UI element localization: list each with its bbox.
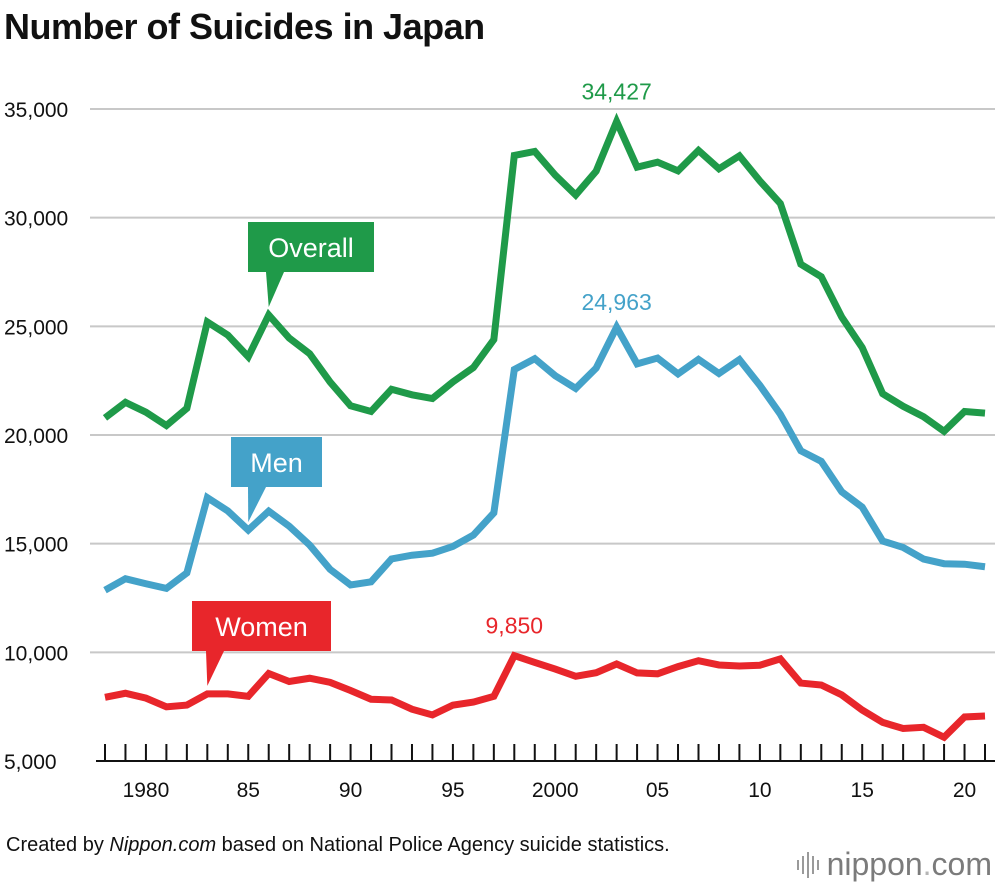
callout-label: Overall: [268, 233, 354, 263]
callout-label: Women: [215, 612, 308, 642]
callout-box: [248, 222, 374, 272]
y-tick-label: 20,000: [4, 425, 68, 448]
x-tick-label: 85: [237, 779, 260, 802]
x-tick-label: 90: [339, 779, 362, 802]
callout-pointer: [266, 272, 284, 307]
callout-pointer: [248, 487, 266, 523]
x-tick-label: 10: [748, 779, 771, 802]
series-line-men: [103, 319, 986, 594]
logo-dot: .: [922, 846, 932, 882]
x-tick-label: 05: [646, 779, 669, 802]
source-suffix: based on National Police Agency suicide …: [216, 834, 670, 856]
source-prefix: Created by: [6, 834, 110, 856]
logo-main: nippon: [826, 846, 923, 882]
y-tick-label: 5,000: [4, 751, 57, 774]
series-line-women: [104, 651, 986, 742]
y-axis-labels: 5,000 10,000 15,000 20,000 25,000 30,000 35,00…: [4, 99, 68, 774]
x-tick-label: 95: [441, 779, 464, 802]
callout-label: Men: [250, 448, 303, 478]
line-chart: 5,000 10,000 15,000 20,000 25,000 30,000 35,00…: [4, 78, 995, 802]
chart-title: Number of Suicides in Japan: [4, 6, 485, 47]
x-tick-label: 15: [851, 779, 874, 802]
x-tick-label: 20: [953, 779, 976, 802]
peak-label-men: 24,963: [581, 289, 651, 315]
callout-men: Men: [231, 437, 322, 523]
logo-tld: com: [931, 846, 992, 882]
peak-labels: 34,427 24,963 9,850: [486, 78, 652, 638]
x-tick-label: 2000: [532, 779, 579, 802]
peak-label-overall: 34,427: [581, 78, 651, 104]
series-lines: [102, 112, 986, 742]
y-tick-label: 35,000: [4, 99, 68, 122]
logo-mark-icon: [796, 851, 819, 878]
callout-box: [192, 601, 331, 651]
grid-lines: [90, 108, 995, 654]
source-name: Nippon.com: [109, 834, 217, 856]
nippon-logo: nippon. com: [796, 846, 992, 883]
y-tick-label: 10,000: [4, 642, 68, 665]
callout-pointer: [206, 651, 224, 686]
x-tick-label: 1980: [123, 779, 170, 802]
callout-women: Women: [192, 601, 331, 686]
y-tick-label: 25,000: [4, 316, 68, 339]
callout-box: [231, 437, 322, 487]
source-note: Created by Nippon.com based on National …: [6, 832, 746, 858]
peak-label-women: 9,850: [486, 613, 544, 639]
series-line-overall: [102, 112, 986, 436]
callout-overall: Overall: [248, 222, 374, 307]
y-tick-label: 15,000: [4, 534, 68, 557]
series-callouts: Overall Men Women: [192, 222, 374, 686]
x-axis: 1980 85 90 95 2000 05 10 15 20: [96, 744, 995, 802]
y-tick-label: 30,000: [4, 208, 68, 231]
